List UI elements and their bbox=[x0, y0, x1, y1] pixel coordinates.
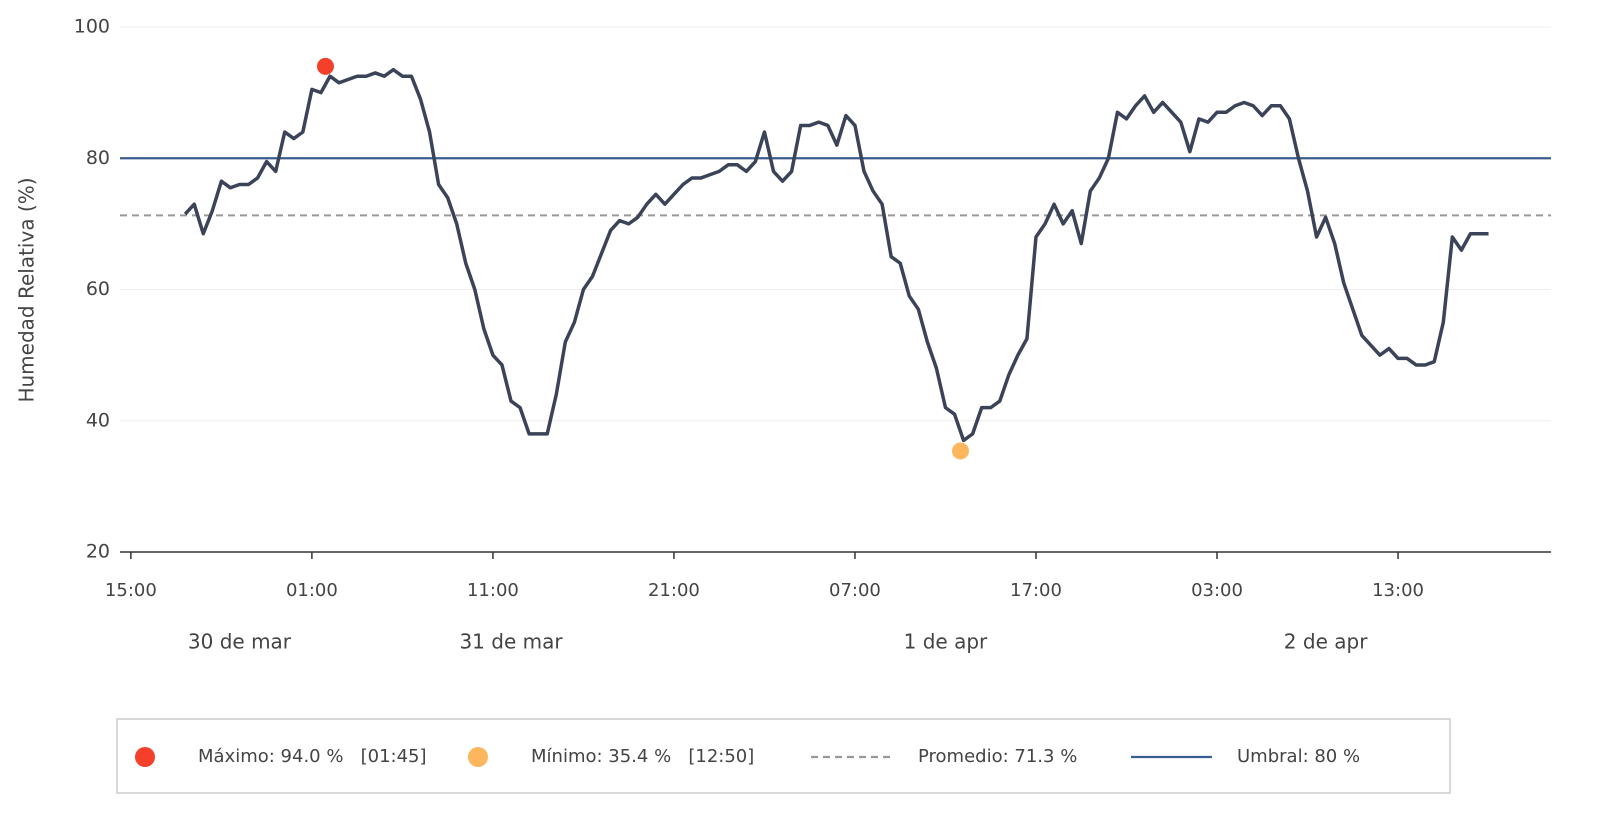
x-tick-label: 01:00 bbox=[286, 580, 338, 601]
x-tick-label: 21:00 bbox=[648, 580, 700, 601]
date-label: 2 de apr bbox=[1284, 630, 1368, 654]
x-tick-label: 17:00 bbox=[1010, 580, 1062, 601]
y-tick-label: 60 bbox=[86, 278, 110, 300]
y-axis-label: Humedad Relativa (%) bbox=[15, 177, 39, 402]
max-marker bbox=[316, 57, 334, 75]
legend-label: Promedio: 71.3 % bbox=[918, 746, 1077, 767]
min-marker bbox=[951, 442, 969, 460]
x-tick-label: 13:00 bbox=[1372, 580, 1424, 601]
legend-swatch bbox=[135, 747, 155, 767]
y-tick-label: 40 bbox=[86, 409, 110, 431]
x-tick-label: 11:00 bbox=[467, 580, 519, 601]
date-label: 31 de mar bbox=[459, 630, 563, 654]
x-tick-label: 03:00 bbox=[1191, 580, 1243, 601]
date-label: 1 de apr bbox=[904, 630, 988, 654]
legend-swatch bbox=[468, 747, 488, 767]
legend-label: Mínimo: 35.4 % [12:50] bbox=[531, 746, 754, 767]
x-tick-label: 15:00 bbox=[105, 580, 157, 601]
x-tick-label: 07:00 bbox=[829, 580, 881, 601]
y-tick-label: 100 bbox=[74, 16, 110, 38]
legend-label: Máximo: 94.0 % [01:45] bbox=[198, 746, 427, 767]
y-tick-label: 20 bbox=[86, 541, 110, 563]
legend-label: Umbral: 80 % bbox=[1237, 746, 1360, 767]
date-label: 30 de mar bbox=[188, 630, 292, 654]
y-tick-label: 80 bbox=[86, 147, 110, 169]
legend-box bbox=[116, 718, 1451, 794]
humidity-line bbox=[183, 67, 1489, 443]
